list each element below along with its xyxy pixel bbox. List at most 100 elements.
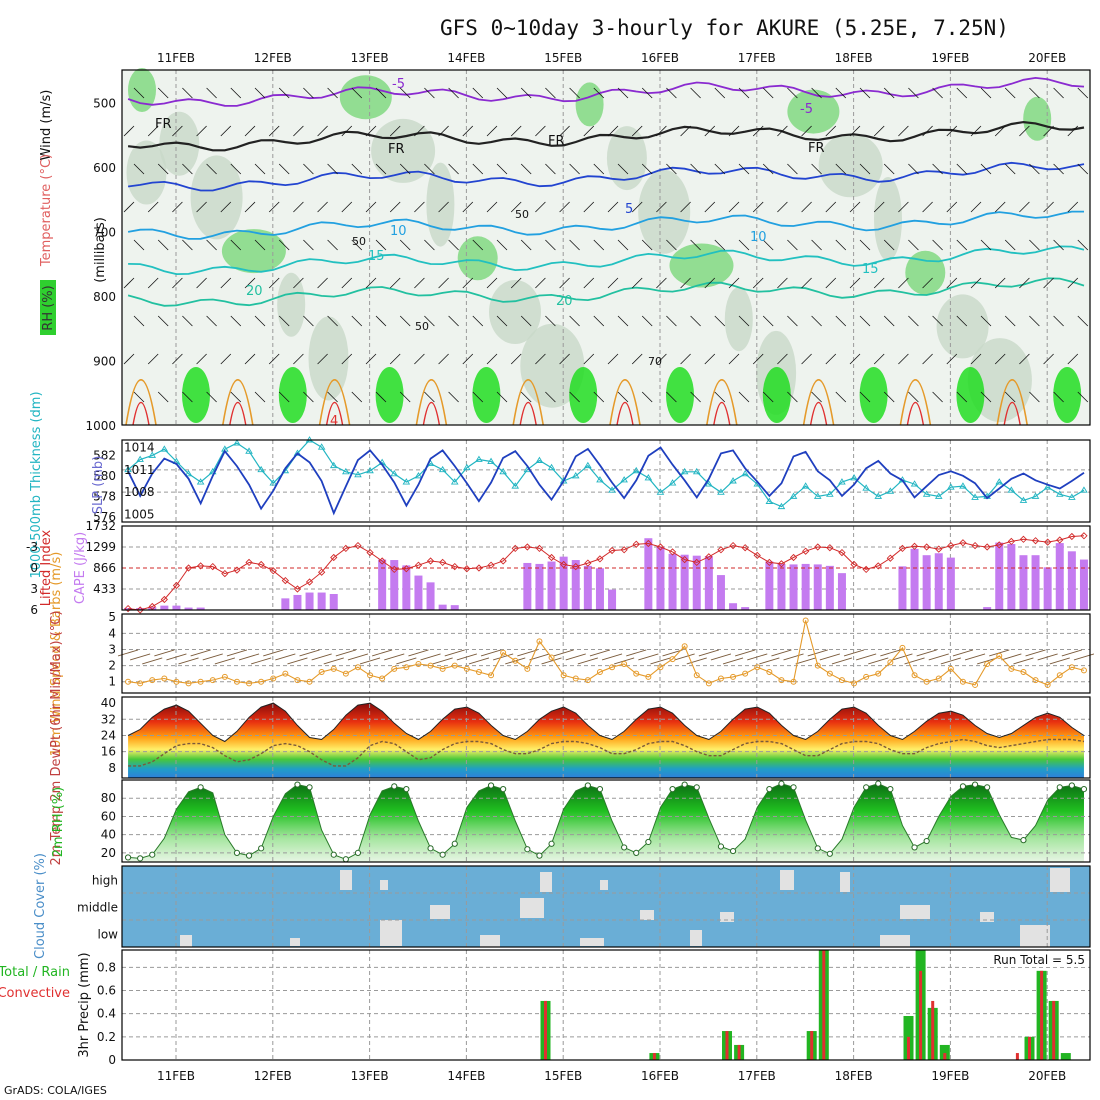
isotherm-diurnal-orange (706, 379, 738, 426)
wind-barb (908, 315, 919, 327)
wind-barb (206, 391, 217, 403)
precip-frame (121, 949, 1091, 1061)
wind-barb-10m (214, 657, 235, 665)
wind-barb (666, 315, 677, 327)
isotherm-label: 10 (750, 230, 767, 245)
wind-barb (738, 315, 750, 327)
thickness-marker (233, 439, 241, 446)
wind-barb-10m (1061, 649, 1082, 657)
wind-speed-marker (572, 675, 579, 682)
rh-marker (766, 786, 773, 793)
rh-shade-cell (818, 133, 883, 198)
slp-thickness-panel: 582 580 578 576 1014 1011 1008 1005 1000-500mb T… (29, 391, 1091, 579)
lifted-index-marker (632, 540, 640, 548)
precip-tick-label: 0.4 (97, 1007, 116, 1021)
precip-convective-bar (1052, 1000, 1056, 1060)
thickness-marker (1019, 496, 1028, 503)
wind-barb (956, 239, 968, 251)
wind-barb (801, 201, 812, 213)
cloud-block (640, 910, 654, 920)
rh-marker (536, 852, 543, 859)
wind-barb (593, 315, 605, 327)
wind-barb (1077, 391, 1089, 403)
precip-convective-bar (1040, 970, 1044, 1060)
wind-barb-10m (662, 649, 683, 657)
wind-barb (317, 201, 328, 213)
lifted-index-marker (439, 558, 447, 567)
cape-bar (402, 565, 411, 610)
wind-speed-marker (826, 670, 833, 677)
wind-speed-marker (669, 656, 676, 663)
wind-barb (220, 353, 232, 365)
wind-speed-marker (318, 669, 325, 676)
lifted-index-marker (245, 558, 253, 567)
wind-barb (714, 239, 726, 251)
wind-barb (835, 87, 847, 99)
wind-barb (414, 201, 425, 213)
cape-bar (1019, 555, 1028, 610)
wind-barb (147, 277, 159, 289)
wind-barb (666, 163, 677, 175)
rh-shade-low-moist (569, 367, 598, 423)
wind-barb (922, 277, 933, 289)
lifted-index-marker (656, 543, 665, 551)
wind-speed-marker (935, 675, 942, 682)
rh-frame (121, 779, 1091, 863)
wind-barb (883, 391, 895, 403)
isotherm-label: FR (548, 134, 565, 149)
thickness-marker (317, 443, 326, 450)
wind-barb (520, 239, 532, 251)
wind-barb (182, 391, 193, 403)
wind-barb (545, 239, 556, 251)
thickness-marker (414, 472, 423, 479)
precip-tick-label: 0.6 (97, 984, 116, 998)
wind-barb (825, 125, 837, 137)
wind-speed-marker (488, 672, 495, 679)
wind-barb-10m (674, 653, 695, 661)
top-time-axis: 11FEB 12FEB 13FEB 14FEB 15FEB 16FEB 17FEB 18FEB… (157, 51, 1066, 65)
cloud-block (520, 898, 544, 918)
wind-barb (535, 201, 546, 213)
thickness-marker (886, 487, 895, 494)
wind-barb (1077, 315, 1089, 327)
cloud-axis-label: Cloud Cover (%) (33, 853, 48, 959)
wind-barb-10m (263, 649, 284, 657)
slp-axis-label: SLP (mb) (91, 456, 106, 515)
thickness-marker (910, 480, 919, 487)
rh-shade-cell (489, 280, 541, 344)
wind-barb (932, 163, 943, 175)
cloud-block (540, 872, 552, 892)
wind-speed-marker (560, 672, 567, 679)
wind-barb (690, 239, 701, 251)
lifted-index-marker (789, 553, 798, 562)
wind-barb (1029, 163, 1040, 175)
wind-barb-10m (904, 657, 925, 665)
thickness-marker (1031, 492, 1040, 499)
wind-barb (762, 391, 774, 403)
wind-barb (617, 239, 629, 251)
lifted-index-marker (475, 564, 483, 572)
wind-speed-marker (354, 664, 361, 671)
wind-barb (859, 391, 871, 403)
cape-bar (946, 557, 955, 610)
rh-marker (306, 784, 313, 791)
isotherm-line (127, 76, 1085, 107)
wind-barb (462, 201, 474, 213)
wind-barb (569, 315, 580, 327)
wind-barb-10m (868, 657, 889, 665)
wind-barb (220, 277, 232, 289)
pressure-tick-label: 600 (93, 161, 116, 175)
cape-bar (196, 607, 205, 610)
isotherm-label: 10 (390, 224, 407, 239)
li-tick-label: 3 (30, 582, 38, 596)
wind-barb (946, 353, 958, 365)
wind-barb (607, 125, 619, 137)
wind-barb (908, 87, 919, 99)
wind-barb-10m (372, 649, 393, 657)
wind-barb-10m (626, 649, 647, 657)
upper-air-panel: -5 -5 FR FR FR FR 5 10 10 15 15 20 20 4 50 50 50 70 500 600… (39, 68, 1091, 433)
wind-barb (424, 315, 435, 327)
lifted-index-marker (947, 541, 955, 550)
rh-shade-cell (606, 126, 647, 191)
wind-barb (631, 125, 643, 137)
